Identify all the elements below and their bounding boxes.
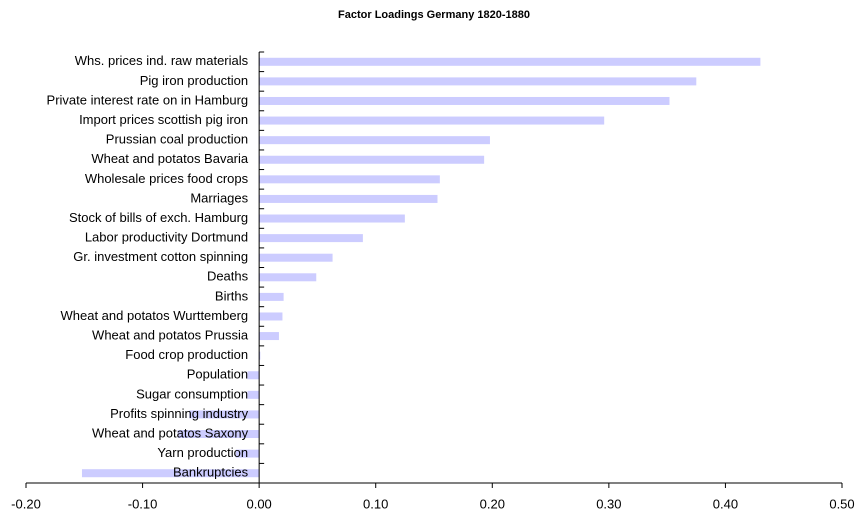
y-tick-label: Wheat and potatos Bavaria [91, 151, 249, 166]
x-tick-label: -0.20 [11, 496, 41, 511]
bar [259, 57, 761, 66]
bar [247, 371, 260, 380]
bar [81, 469, 260, 478]
y-tick-label: Stock of bills of exch. Hamburg [69, 210, 248, 225]
bar [189, 410, 260, 419]
y-tick-label: Births [215, 288, 249, 303]
bar [259, 312, 283, 321]
y-tick-label: Sugar consumption [136, 386, 248, 401]
x-tick-label: 0.00 [246, 496, 271, 511]
y-tick-label: Labor productivity Dortmund [85, 230, 248, 245]
y-tick-label: Profits spinning industry [110, 406, 249, 421]
x-tick-label: 0.20 [480, 496, 505, 511]
y-tick-label: Population [187, 367, 248, 382]
y-tick-label: Wholesale prices food crops [85, 171, 249, 186]
bar [259, 234, 363, 243]
y-tick-label: Marriages [190, 190, 248, 205]
x-tick-label: 0.40 [713, 496, 738, 511]
y-tick-label: Wheat and potatos Prussia [92, 328, 249, 343]
y-tick-label: Gr. investment cotton spinning [73, 249, 248, 264]
x-tick-label: -0.10 [128, 496, 158, 511]
x-tick-label: 0.10 [363, 496, 388, 511]
y-tick-label: Private interest rate on in Hamburg [47, 92, 249, 107]
bar [235, 449, 260, 458]
bar [259, 175, 440, 184]
bar [259, 116, 605, 125]
bar [259, 136, 490, 145]
y-tick-label: Prussian coal production [106, 132, 248, 147]
y-tick-label: Deaths [207, 269, 249, 284]
y-tick-label: Import prices scottish pig iron [79, 112, 248, 127]
y-tick-label: Food crop production [125, 347, 248, 362]
bar [259, 273, 317, 282]
y-tick-label: Yarn production [157, 445, 248, 460]
bar [259, 214, 405, 223]
x-tick-label: 0.30 [596, 496, 621, 511]
y-tick-label: Bankruptcies [173, 465, 249, 480]
bar [177, 430, 260, 439]
bar [259, 155, 485, 164]
bar [259, 351, 261, 360]
bar [259, 77, 697, 86]
bar [259, 194, 438, 203]
bar [259, 96, 670, 105]
y-tick-label: Wheat and potatos Saxony [92, 425, 249, 440]
bar [259, 292, 284, 301]
bar [259, 332, 279, 341]
y-tick-label: Pig iron production [140, 73, 248, 88]
bar [247, 390, 260, 399]
x-tick-label: 0.50 [829, 496, 854, 511]
bar [259, 253, 333, 262]
chart-title: Factor Loadings Germany 1820-1880 [338, 9, 530, 21]
y-tick-label: Wheat and potatos Wurttemberg [61, 308, 249, 323]
y-tick-label: Whs. prices ind. raw materials [75, 53, 249, 68]
